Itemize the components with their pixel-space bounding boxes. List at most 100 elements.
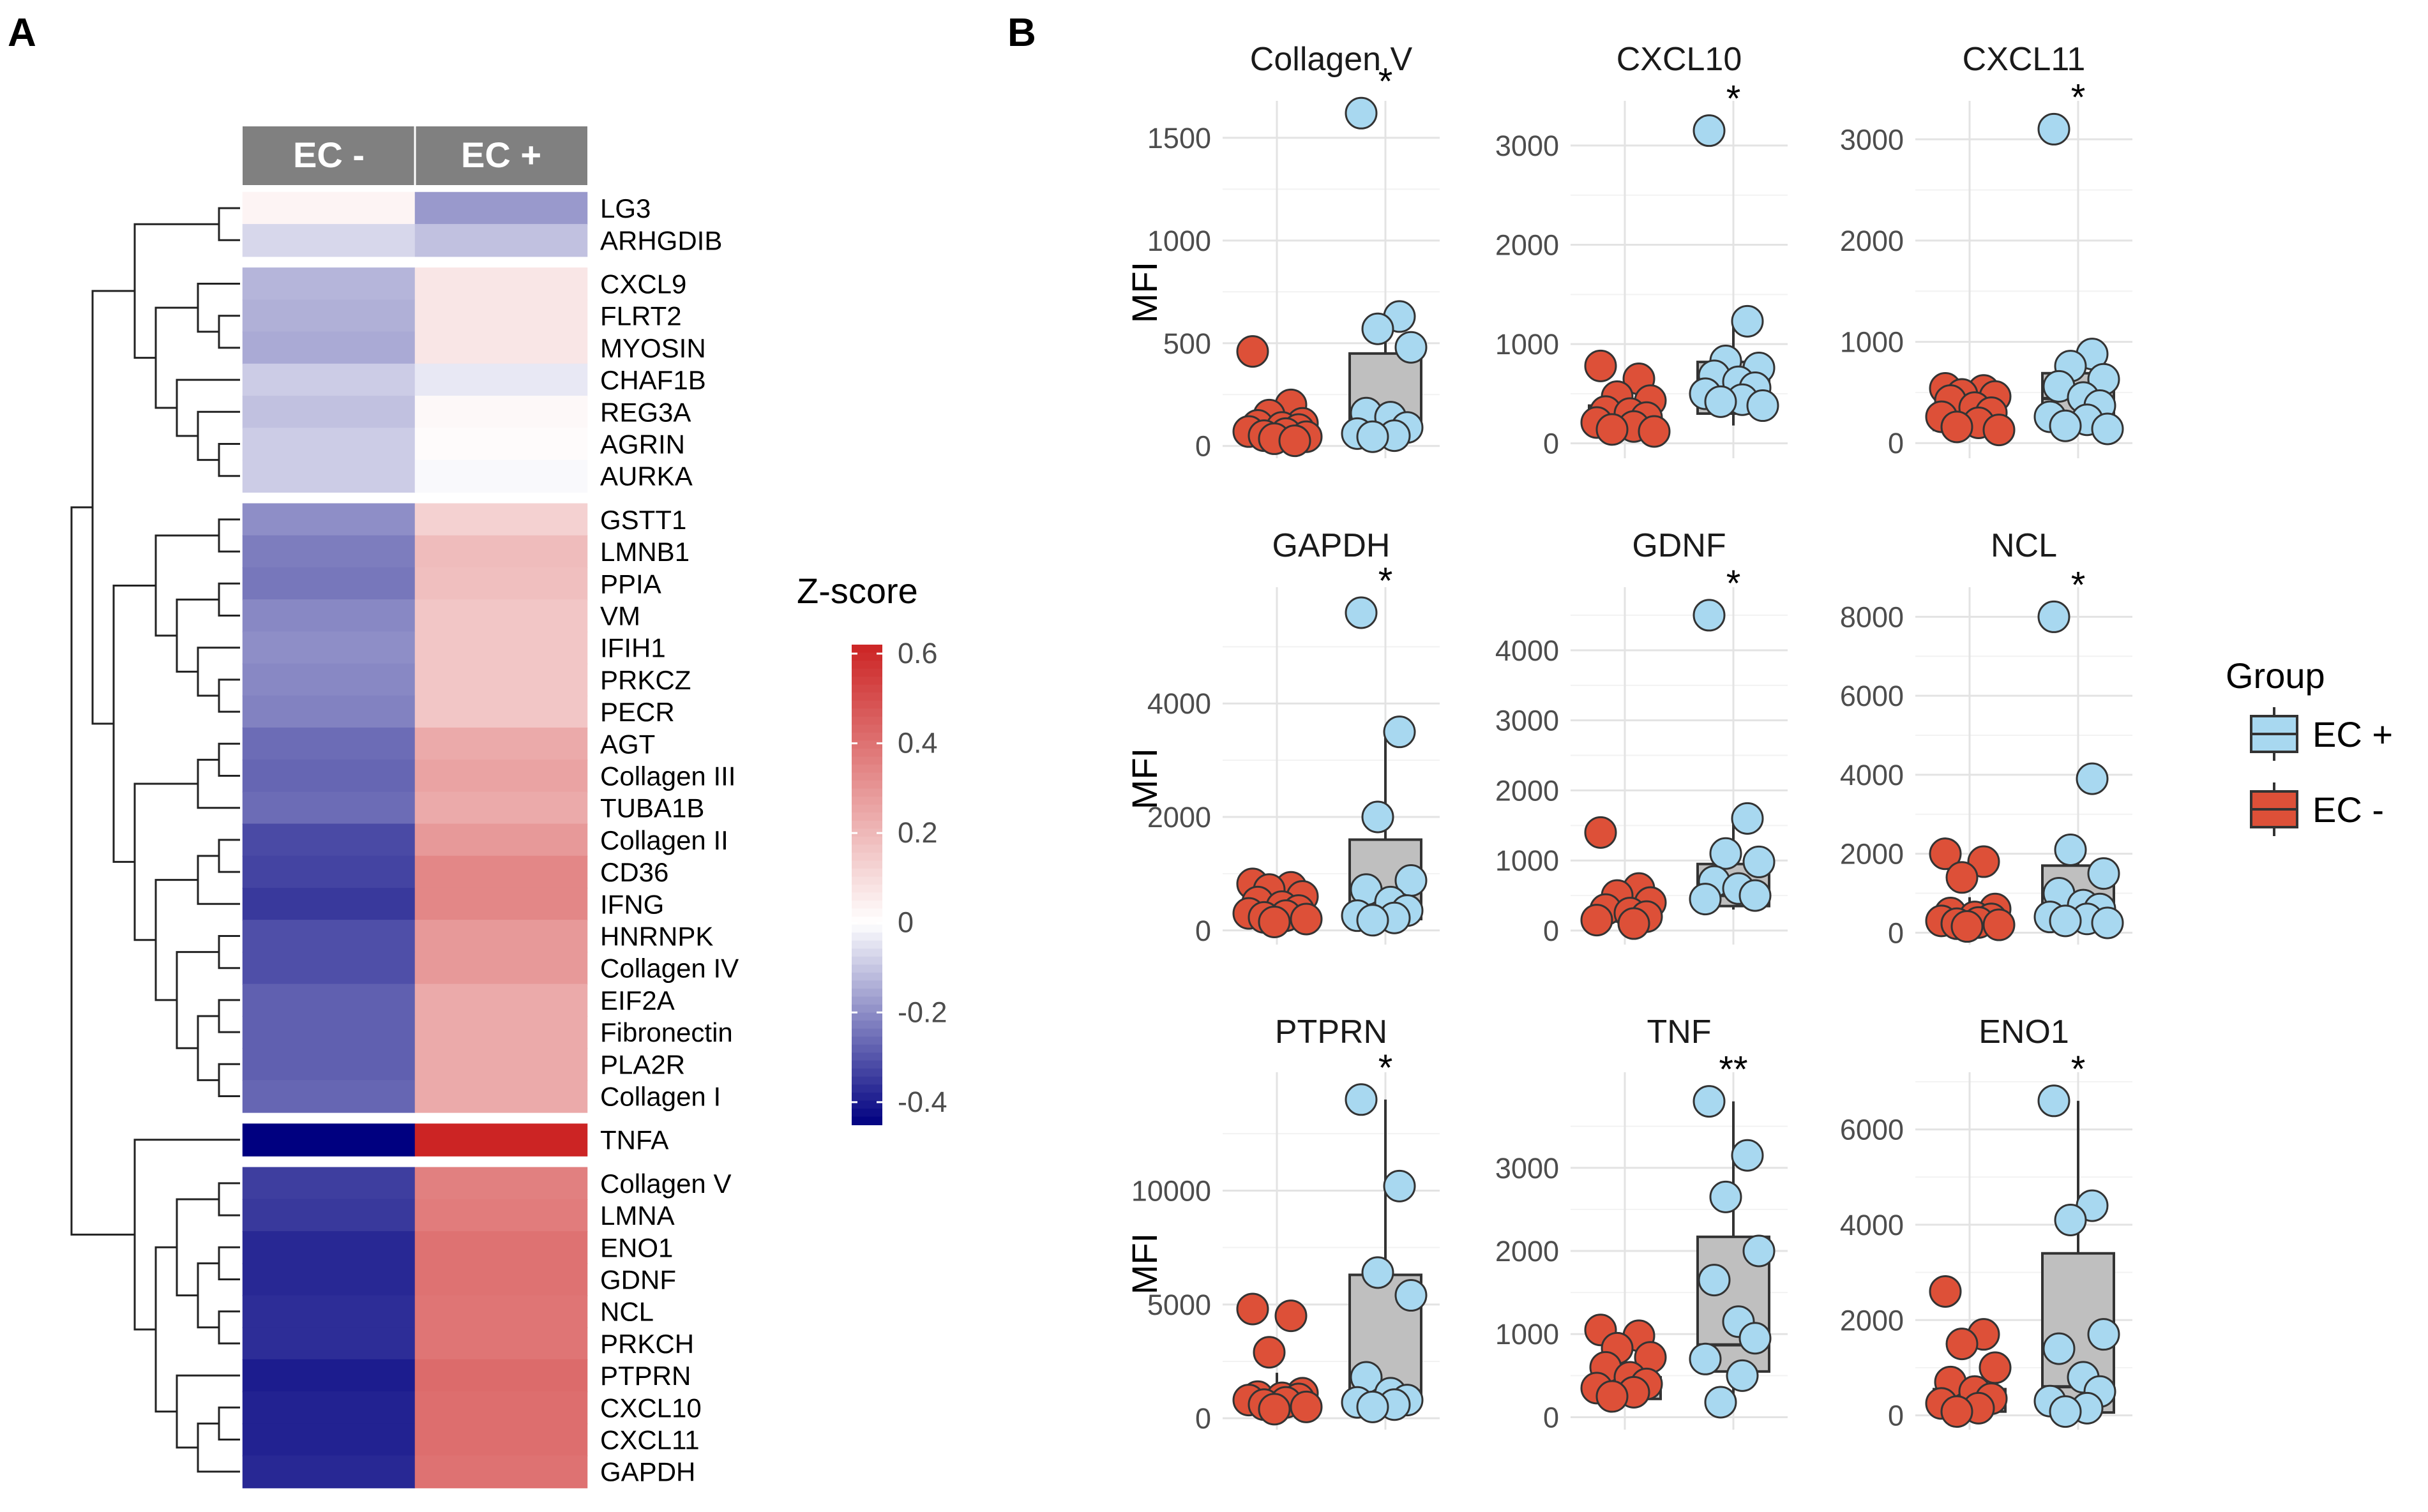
heatmap-cell bbox=[414, 299, 588, 333]
significance-label: * bbox=[1726, 79, 1741, 120]
data-point bbox=[1584, 349, 1617, 382]
facet-title: Collagen V bbox=[1250, 41, 1413, 78]
y-tick-label: 10000 bbox=[1131, 1174, 1211, 1207]
y-tick-label: 6000 bbox=[1840, 680, 1904, 712]
heatmap-cell bbox=[242, 567, 416, 601]
heatmap-cell bbox=[242, 1015, 416, 1049]
colorbar-title: Z-score bbox=[797, 571, 918, 611]
heatmap-cell bbox=[414, 535, 588, 569]
colorbar-segment bbox=[852, 901, 882, 909]
data-point bbox=[1742, 1234, 1776, 1268]
colorbar-segment bbox=[852, 948, 882, 957]
colorbar-segment bbox=[852, 1116, 882, 1125]
dendrogram-branch bbox=[218, 1310, 240, 1345]
heatmap-cell bbox=[414, 663, 588, 697]
heatmap-cell bbox=[242, 823, 416, 857]
heatmap-cell bbox=[242, 1455, 416, 1488]
row-label: PECR bbox=[600, 697, 675, 727]
heatmap-cell bbox=[242, 791, 416, 825]
colorbar-segment bbox=[852, 1012, 882, 1022]
y-tick-label: 2000 bbox=[1495, 774, 1559, 807]
heatmap-cell bbox=[414, 760, 588, 793]
row-label: Collagen I bbox=[600, 1082, 721, 1112]
dendrogram-branch bbox=[155, 1246, 177, 1413]
y-tick-label: 4000 bbox=[1840, 759, 1904, 791]
row-label: CHAF1B bbox=[600, 365, 706, 395]
data-point bbox=[1356, 1390, 1389, 1423]
row-label: MYOSIN bbox=[600, 333, 706, 363]
row-label: AGRIN bbox=[600, 430, 685, 460]
y-tick-label: 2000 bbox=[1840, 838, 1904, 871]
colorbar-segment bbox=[852, 885, 882, 894]
facet: 0 1000 2000 3000 CXCL10* bbox=[1495, 41, 1788, 460]
dendrogram-branch bbox=[218, 1182, 240, 1216]
colorbar-segment bbox=[852, 988, 882, 998]
row-label: Collagen IV bbox=[600, 954, 739, 984]
legend-title: Group bbox=[2226, 655, 2325, 696]
y-tick-label: 0 bbox=[1543, 428, 1559, 460]
heatmap-cell bbox=[242, 1391, 416, 1425]
data-point bbox=[1584, 816, 1617, 849]
colorbar-segment bbox=[852, 1100, 882, 1109]
data-point bbox=[1940, 410, 1973, 444]
row-label: CXCL11 bbox=[600, 1425, 700, 1455]
y-tick-label: 8000 bbox=[1840, 601, 1904, 633]
colorbar-segment bbox=[852, 1108, 882, 1118]
row-label: REG3A bbox=[600, 397, 691, 427]
data-point bbox=[1274, 1299, 1308, 1333]
heatmap-cell bbox=[242, 223, 416, 257]
data-point bbox=[2049, 904, 2082, 938]
colorbar-segment bbox=[852, 868, 882, 878]
data-point bbox=[2037, 1084, 2070, 1118]
heatmap-cell bbox=[414, 920, 588, 953]
heatmap-cell bbox=[414, 984, 588, 1017]
data-point bbox=[1731, 304, 1764, 338]
data-point bbox=[2037, 600, 2070, 633]
heatmap-cell bbox=[242, 760, 416, 793]
facet: 0 5000 10000 PTPRN* MFI bbox=[1124, 1014, 1440, 1435]
colorbar-tick-label: 0.4 bbox=[898, 727, 938, 760]
data-point bbox=[2049, 409, 2082, 442]
colorbar-segment bbox=[852, 980, 882, 989]
heatmap-cell bbox=[242, 1263, 416, 1296]
facet: 0 2000 4000 6000 ENO1* bbox=[1840, 1014, 2132, 1432]
colorbar-segment bbox=[852, 828, 882, 837]
data-point bbox=[1253, 1336, 1286, 1369]
colorbar-segment bbox=[852, 797, 882, 805]
dendrogram-branch bbox=[133, 782, 198, 941]
significance-label: * bbox=[2071, 1049, 2086, 1090]
colorbar-segment bbox=[852, 661, 882, 670]
heatmap-cell bbox=[414, 887, 588, 921]
data-point bbox=[1290, 902, 1323, 936]
colorbar-segment bbox=[852, 645, 882, 654]
colorbar-segment bbox=[852, 892, 882, 902]
dendrogram-branch bbox=[218, 207, 240, 241]
row-label: PRKCZ bbox=[600, 665, 691, 695]
heatmap-cell bbox=[414, 1015, 588, 1049]
colorbar-segment bbox=[852, 844, 882, 853]
heatmap-cell bbox=[242, 984, 416, 1017]
y-tick-label: 1000 bbox=[1495, 328, 1559, 361]
row-label: LMNA bbox=[600, 1201, 675, 1231]
dendrogram-branch bbox=[218, 1406, 240, 1441]
data-point bbox=[1945, 861, 1979, 894]
heatmap-cell bbox=[414, 223, 588, 257]
colorbar-segment bbox=[852, 1028, 882, 1038]
significance-label: * bbox=[2071, 77, 2086, 118]
heatmap-cell bbox=[414, 567, 588, 601]
heatmap-cell bbox=[242, 631, 416, 664]
heatmap-cell bbox=[414, 267, 588, 301]
data-point bbox=[1693, 114, 1726, 147]
colorbar-segment bbox=[852, 820, 882, 830]
dendrogram-branch bbox=[218, 518, 240, 553]
dendrogram-branch bbox=[218, 1246, 240, 1280]
heatmap-cell bbox=[414, 1263, 588, 1296]
data-point bbox=[1617, 907, 1650, 940]
row-label: Collagen V bbox=[600, 1169, 731, 1199]
heatmap-cell bbox=[242, 599, 416, 632]
row-label: NCL bbox=[600, 1297, 654, 1327]
y-tick-label: 2000 bbox=[1495, 1235, 1559, 1268]
y-tick-label: 4000 bbox=[1495, 634, 1559, 667]
y-axis-title: MFI bbox=[1124, 748, 1165, 809]
group-legend: Group EC + EC - bbox=[2226, 655, 2393, 836]
